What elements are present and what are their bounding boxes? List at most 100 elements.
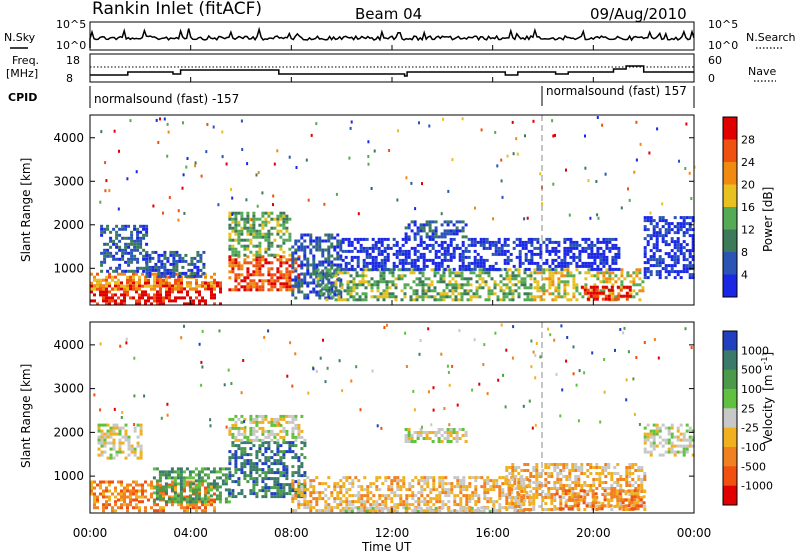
power-cell — [437, 264, 441, 268]
velocity-cell — [215, 488, 219, 492]
power-cell — [213, 287, 216, 291]
power-cell — [148, 253, 152, 257]
velocity-cell — [261, 429, 265, 433]
velocity-cell — [135, 498, 138, 502]
power-cell — [365, 237, 369, 241]
power-cell — [500, 246, 504, 250]
power-cell — [670, 228, 674, 232]
velocity-cell — [562, 496, 566, 499]
velocity-cell — [261, 432, 265, 436]
velocity-cell — [630, 495, 634, 499]
power-cell — [404, 235, 408, 239]
power-cell — [382, 274, 386, 278]
power-cell — [578, 243, 582, 247]
velocity-cell — [195, 503, 198, 507]
velocity-cell — [252, 438, 256, 442]
velocity-cell — [267, 459, 271, 463]
velocity-cell — [637, 475, 641, 478]
power-cell — [548, 264, 552, 268]
velocity-cell — [135, 506, 138, 510]
velocity-cell — [294, 438, 298, 442]
velocity-cell — [514, 466, 518, 469]
y-tick-label: 2000 — [53, 218, 84, 232]
power-cell — [347, 237, 351, 241]
power-cell — [382, 280, 386, 284]
power-cell — [234, 264, 238, 268]
power-cell — [518, 252, 522, 256]
power-cell — [346, 280, 350, 284]
power-cell — [428, 249, 432, 253]
power-cell — [267, 232, 271, 236]
velocity-cell — [255, 483, 259, 487]
power-cell — [374, 240, 378, 244]
velocity-cell — [441, 503, 445, 507]
power-cell — [109, 245, 113, 249]
power-cell — [282, 273, 286, 277]
velocity-cell — [351, 482, 355, 486]
power-cell — [163, 274, 167, 278]
velocity-cell — [649, 432, 653, 436]
velocity-cell — [547, 463, 551, 466]
power-cell — [454, 289, 458, 293]
power-cell — [596, 277, 600, 281]
power-cell — [679, 243, 683, 247]
power-speck — [104, 161, 107, 165]
power-speck — [126, 177, 129, 181]
velocity-cell — [550, 499, 554, 502]
velocity-cell — [139, 426, 143, 430]
power-cell — [649, 219, 653, 223]
power-cell — [336, 257, 340, 261]
velocity-cell — [155, 488, 159, 492]
velocity-heatmap — [90, 323, 695, 513]
power-cell — [454, 274, 458, 278]
velocity-cell — [655, 426, 659, 430]
power-cell — [667, 264, 671, 268]
velocity-cell — [573, 504, 577, 508]
power-cell — [362, 258, 366, 262]
power-cell — [100, 233, 104, 237]
velocity-cell — [237, 426, 241, 430]
velocity-cell — [138, 500, 141, 504]
power-cell — [297, 276, 301, 280]
power-cell — [356, 237, 360, 241]
power-cell — [294, 251, 298, 255]
power-cell — [106, 254, 110, 258]
velocity-cell — [432, 482, 436, 486]
power-cell — [529, 292, 533, 296]
velocity-cell — [483, 479, 487, 483]
power-cell — [682, 234, 686, 238]
power-cell — [339, 248, 343, 252]
power-cell — [635, 268, 639, 272]
power-cell — [102, 284, 105, 288]
velocity-cell — [541, 499, 545, 502]
power-cell — [410, 264, 414, 268]
power-cell — [479, 237, 483, 241]
velocity-cell — [407, 440, 411, 443]
power-cell — [219, 302, 222, 306]
velocity-cell — [459, 482, 463, 486]
power-speck — [129, 119, 132, 123]
power-speck — [506, 154, 509, 158]
velocity-cell — [600, 507, 604, 511]
velocity-cell — [655, 432, 659, 436]
velocity-cell — [264, 477, 268, 481]
power-cell — [255, 232, 259, 236]
power-cell — [108, 272, 111, 276]
velocity-cell — [591, 492, 595, 496]
power-cell — [285, 217, 289, 221]
power-cell — [566, 274, 570, 278]
velocity-cell — [618, 492, 622, 496]
power-cell — [460, 277, 464, 281]
power-cell — [625, 297, 629, 301]
velocity-cell — [661, 438, 665, 442]
power-cell — [392, 264, 396, 268]
power-cell — [189, 287, 192, 291]
velocity-cell — [374, 506, 378, 510]
power-cell — [530, 298, 534, 302]
power-cell — [464, 249, 468, 253]
power-cell — [154, 265, 158, 269]
power-cell — [685, 243, 689, 247]
power-cell — [605, 261, 609, 265]
velocity-cell — [511, 472, 515, 475]
power-cell — [493, 283, 497, 287]
